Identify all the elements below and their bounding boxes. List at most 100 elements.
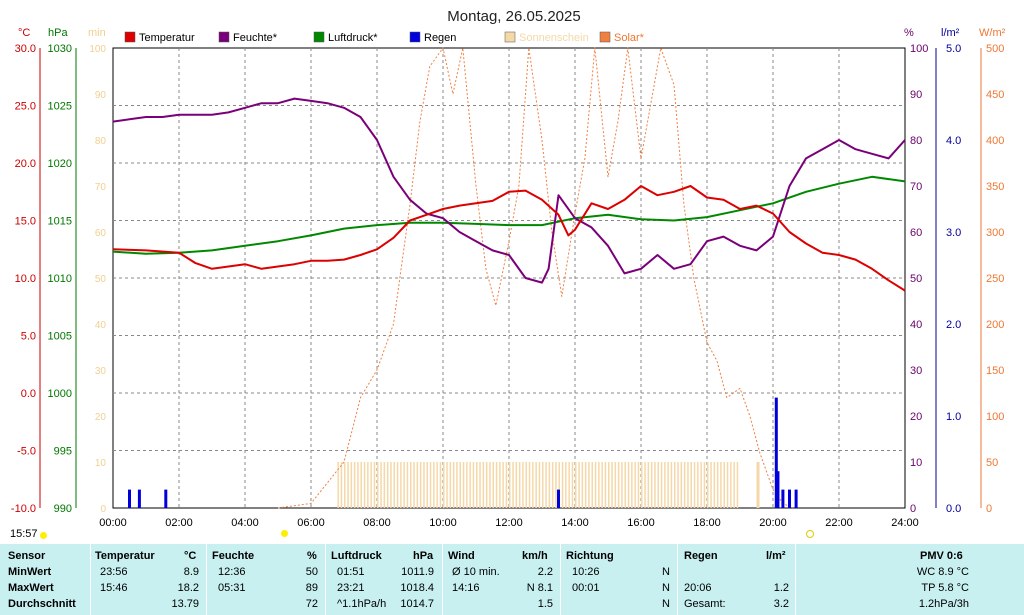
legend-label: Sonnenschein [519, 32, 589, 44]
solar-tick-label: 100 [986, 411, 1004, 423]
cell-dir-time: 10:26 [572, 566, 600, 578]
cell-pmv: TP 5.8 °C [921, 582, 969, 594]
humidity-tick-label: 40 [910, 319, 922, 331]
pressure-tick-label: 1020 [48, 158, 72, 170]
header-direction: Richtung [566, 550, 614, 562]
header-rain-unit: l/m² [766, 550, 786, 562]
cell-pmv: 1.2hPa/3h [918, 598, 969, 610]
temp-tick-label: 0.0 [21, 388, 36, 400]
sunshine-bar [492, 462, 494, 508]
cell-temp-val: 18.2 [177, 582, 199, 594]
sunshine-bar [367, 462, 369, 508]
sunshine-bar [509, 462, 511, 508]
x-tick-label: 00:00 [99, 517, 127, 529]
pressure-tick-label: 1015 [48, 216, 72, 228]
current-time: 15:57 [10, 528, 38, 540]
sunshine-tick-label: 10 [95, 458, 107, 469]
sunshine-bar [545, 462, 547, 508]
sunshine-bar [588, 462, 590, 508]
header-wind: Wind [448, 550, 475, 562]
data-lines [112, 97, 906, 292]
rain-tick-label: 2.0 [946, 319, 961, 331]
legend: Temperatur Feuchte* Luftdruck* Regen Sonnens… [124, 31, 645, 44]
sunshine-bar [713, 462, 716, 508]
sunshine-bar [423, 462, 425, 508]
sunshine-bar [674, 462, 676, 508]
solar-tick-label: 150 [986, 365, 1004, 377]
sunshine-tick-label: 0 [100, 504, 106, 515]
temp-tick-label: 25.0 [15, 101, 36, 113]
humidity-tick-label: 100 [910, 43, 928, 55]
solar-unit-label: W/m² [979, 27, 1006, 39]
sunshine-tick-label: 100 [89, 44, 106, 55]
pressure-tick-label: 990 [54, 503, 72, 515]
sunshine-bar [528, 462, 531, 508]
temp-tick-label: 30.0 [15, 43, 36, 55]
sunshine-bar [419, 462, 422, 508]
rain-bar [794, 489, 798, 508]
sunshine-bar [340, 462, 343, 508]
sunshine-bar [703, 462, 706, 508]
solar-tick-label: 450 [986, 89, 1004, 101]
sunshine-bar [584, 462, 587, 508]
x-tick-label: 04:00 [231, 517, 259, 529]
sunshine-bar [641, 462, 643, 508]
temp-tick-label: 15.0 [15, 216, 36, 228]
sunshine-bar [716, 462, 719, 508]
x-tick-label: 08:00 [363, 517, 391, 529]
sunshine-bar [591, 462, 593, 508]
sunshine-bar [594, 462, 597, 508]
solar-tick-label: 300 [986, 227, 1004, 239]
sunshine-bar [360, 462, 362, 508]
sunshine-bar [551, 462, 554, 508]
sunshine-bar [654, 462, 656, 508]
sunshine-bar [535, 462, 537, 508]
sunshine-bar [710, 462, 712, 508]
sunshine-bar [631, 462, 633, 508]
sunshine-bar [410, 462, 412, 508]
sunshine-bar [466, 462, 468, 508]
pressure-tick-label: 1000 [48, 388, 72, 400]
sunshine-bar [614, 462, 617, 508]
rain-bar [781, 489, 785, 508]
sunshine-bar [515, 462, 518, 508]
solar-tick-label: 250 [986, 273, 1004, 285]
grid [113, 48, 905, 508]
cell-wind-label: Ø 10 min. [452, 566, 500, 578]
sunshine-tick-label: 70 [95, 182, 107, 193]
sunshine-bar [611, 462, 613, 508]
cell-press-val: 1018.4 [400, 582, 434, 594]
sunshine-bar [532, 462, 534, 508]
x-tick-label: 02:00 [165, 517, 193, 529]
header-press-unit: hPa [413, 550, 434, 562]
sunshine-bar [736, 462, 739, 508]
sunshine-bar [542, 462, 544, 508]
rain-tick-label: 4.0 [946, 135, 961, 147]
sunshine-bars [337, 462, 760, 508]
legend-label: Temperatur [139, 32, 195, 44]
x-tick-label: 06:00 [297, 517, 325, 529]
sunshine-bar [512, 462, 514, 508]
rain-bar [774, 397, 778, 508]
cell-dir-val: N [662, 598, 670, 610]
x-tick-label: 10:00 [429, 517, 457, 529]
cell-press-time: ^1.1hPa/h [337, 598, 387, 610]
legend-label: Luftdruck* [328, 32, 378, 44]
sunshine-bar [683, 462, 686, 508]
sunshine-bar [548, 462, 551, 508]
chart-title: Montag, 26.05.2025 [447, 8, 580, 25]
sunshine-bar [469, 462, 471, 508]
legend-swatch [599, 31, 611, 43]
sunshine-bar [518, 462, 521, 508]
solar-line [277, 47, 794, 509]
sunshine-bar [416, 462, 419, 508]
sunshine-bar [726, 462, 729, 508]
sunshine-bar [426, 462, 428, 508]
sunshine-bar [443, 462, 445, 508]
sunshine-bar [353, 462, 356, 508]
header-hum-unit: % [307, 550, 317, 562]
sunshine-bar [565, 462, 567, 508]
cell-hum-val: 50 [305, 566, 318, 578]
legend-swatch [124, 31, 136, 43]
cell-wind-label: 14:16 [452, 582, 480, 594]
